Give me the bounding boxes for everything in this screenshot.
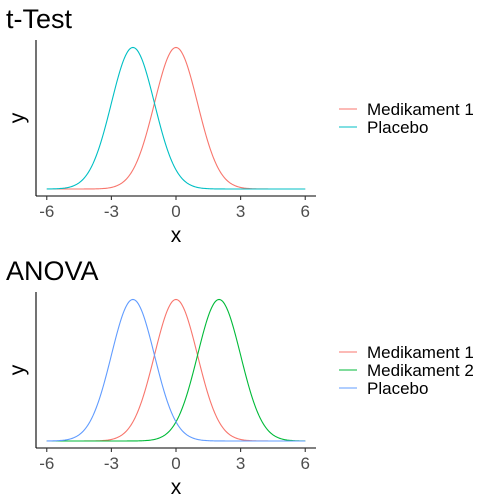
x-tick-label: -6 bbox=[39, 202, 54, 221]
chart-title: ANOVA bbox=[6, 256, 99, 286]
series-line-placebo bbox=[46, 46, 306, 190]
y-axis-title: y bbox=[6, 112, 29, 123]
series-line-placebo bbox=[46, 298, 306, 442]
legend-label: Medikament 2 bbox=[367, 361, 474, 380]
x-tick-label: 3 bbox=[236, 202, 245, 221]
legend-label: Medikament 1 bbox=[367, 343, 474, 362]
legend-label: Placebo bbox=[367, 379, 428, 398]
series-line-medikament-1 bbox=[46, 46, 306, 190]
chart-title: t-Test bbox=[6, 4, 73, 34]
x-tick-label: 0 bbox=[171, 454, 180, 473]
x-tick-label: -6 bbox=[39, 454, 54, 473]
x-axis-title: x bbox=[171, 476, 182, 499]
legend-label: Medikament 1 bbox=[367, 100, 474, 119]
series-line-medikament-2 bbox=[46, 298, 306, 442]
x-tick-label: -3 bbox=[104, 202, 119, 221]
series-line-medikament-1 bbox=[46, 298, 306, 442]
y-axis-title: y bbox=[6, 364, 29, 375]
x-tick-label: 0 bbox=[171, 202, 180, 221]
legend-label: Placebo bbox=[367, 118, 428, 137]
x-tick-label: -3 bbox=[104, 454, 119, 473]
x-tick-label: 6 bbox=[300, 202, 309, 221]
x-tick-label: 3 bbox=[236, 454, 245, 473]
x-axis-title: x bbox=[171, 224, 182, 247]
x-tick-label: 6 bbox=[300, 454, 309, 473]
